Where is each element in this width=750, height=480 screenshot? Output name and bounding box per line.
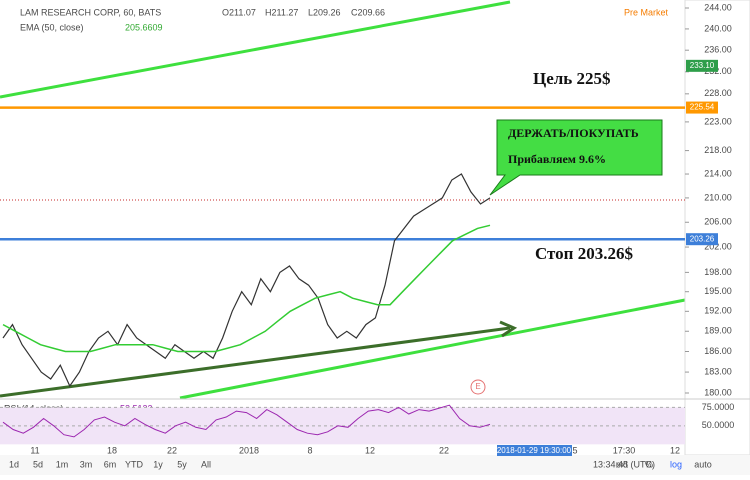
range-button[interactable]: YTD [125,459,144,469]
y-tick-label: 240.00 [704,23,732,33]
x-tick-label: 17:30 [613,445,636,455]
y-tick-label: 214.00 [704,168,732,178]
y-tick-label: 236.00 [704,45,732,55]
event-icon[interactable] [470,379,486,395]
y-tick-label: 210.00 [704,192,732,202]
cursor-badge [497,445,572,456]
y-tick-label: 202.00 [704,241,732,251]
x-tick-label: 12 [365,445,375,455]
x-tick-label: 2018 [239,445,259,455]
signal-box [489,119,663,196]
rsi-tick-label: 50.0000 [702,420,735,430]
y-tick-label: 198.00 [704,267,732,277]
ohlc-value: H211.27 [265,7,298,17]
series-line [2,224,491,353]
ohlc-value: L209.26 [308,7,341,17]
x-tick-label: 22 [439,445,449,455]
scale-option[interactable]: log [670,459,682,469]
x-tick-label: 18 [107,445,117,455]
range-button[interactable]: 5d [33,459,43,469]
range-button[interactable]: 5y [177,459,187,469]
range-button[interactable]: 3m [80,459,93,469]
event-label: E [475,382,480,391]
y-tick-label: 223.00 [704,116,732,126]
y-tick-label: 228.00 [704,88,732,98]
scale-option[interactable]: ext [616,459,629,469]
scale-option[interactable]: auto [694,459,712,469]
y-tick-label: 244.00 [704,2,732,12]
series-line [2,173,491,388]
toolbar [0,455,750,475]
rsi-line [2,404,491,438]
x-tick-label: 12 [670,445,680,455]
add-text: Прибавляем 9.6% [508,152,606,166]
clock: 13:34:45 (UTC) [593,459,655,469]
y-tick-label: 183.00 [704,366,732,376]
price-badge [686,59,718,72]
price-badge [686,233,718,246]
target-note: Цель 225$ [533,69,611,88]
indicator: EMA (50, close) [20,22,84,32]
x-tick-label: 8 [307,445,312,455]
rsi-tick-label: 75.0000 [702,402,735,412]
symbol: LAM RESEARCH CORP, 60, BATS [20,7,161,17]
signal-text: ДЕРЖАТЬ/ПОКУПАТЬ [508,126,639,140]
x-tick-label: 11 [30,445,39,455]
ohlc-value: C209.66 [351,7,385,17]
price-badge-label: 233.10 [690,61,715,70]
range-button[interactable]: 1y [153,459,163,469]
y-tick-label: 180.00 [704,387,732,397]
stop-note: Стоп 203.26$ [535,244,633,263]
price-badge [686,101,718,114]
pre-market: Pre Market [624,7,669,17]
scale-option[interactable]: % [645,459,653,469]
y-tick-label: 189.00 [704,326,732,336]
y-tick-label: 195.00 [704,286,732,296]
y-tick-label: 192.00 [704,306,732,316]
y-tick-label: 186.00 [704,346,732,356]
price-axis [684,0,750,456]
range-button[interactable]: 6m [104,459,117,469]
indicator-value: 205.6609 [125,22,163,32]
range-button[interactable]: All [201,459,211,469]
y-tick-label: 218.00 [704,145,732,155]
price-badge-label: 203.26 [690,234,715,243]
ohlc-value: O211.07 [222,7,256,17]
x-tick-label: 22 [167,445,177,455]
price-badge-label: 225.54 [690,103,715,112]
y-tick-label: 206.00 [704,217,732,227]
x-tick-label: 5 [572,445,577,455]
cursor-time: 2018-01-29 19:30:00 [497,446,572,455]
range-button[interactable]: 1m [56,459,69,469]
range-button[interactable]: 1d [9,459,19,469]
trend-lines [0,0,686,400]
